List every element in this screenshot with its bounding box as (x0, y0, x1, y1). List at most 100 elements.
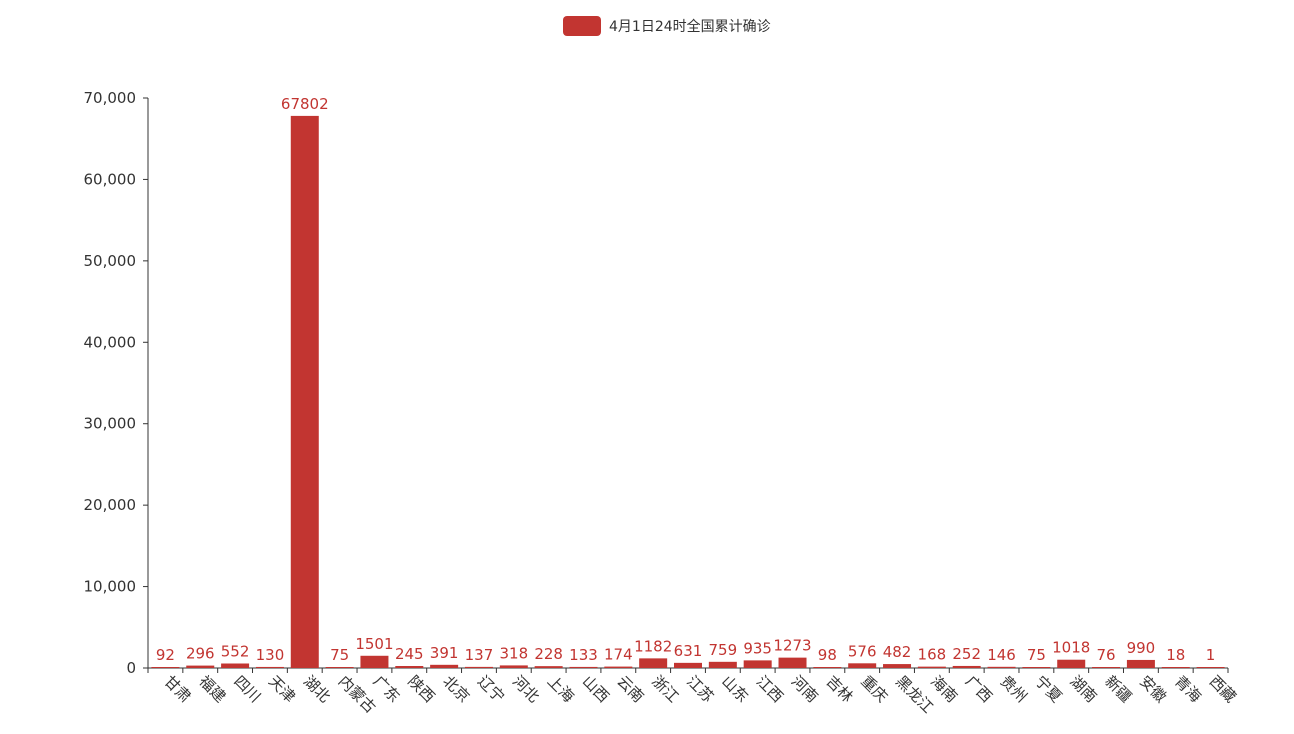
data-label: 92 (156, 646, 175, 664)
x-axis: 甘肃 福建 四川 天津 湖北 内蒙古广东 陕西 北京 辽宁 河北 上海 山西 云南 浙江 江苏 山东 江西 河南吉… (147, 667, 1240, 717)
data-label: 228 (534, 645, 563, 663)
x-category-label: 江西 (753, 672, 787, 706)
bar[interactable] (1022, 667, 1051, 668)
bar[interactable] (325, 667, 354, 668)
data-label: 1501 (355, 635, 393, 653)
data-label: 76 (1097, 646, 1116, 664)
data-label: 296 (186, 645, 215, 663)
x-category-label: 宁夏 (1032, 672, 1066, 706)
bar[interactable] (395, 666, 424, 668)
data-label: 75 (1027, 646, 1046, 664)
bar[interactable] (360, 655, 389, 668)
bar[interactable] (708, 661, 737, 668)
data-label: 130 (256, 646, 285, 664)
x-category-label: 湖南 (1066, 672, 1100, 706)
y-tick-label: 70,000 (84, 89, 137, 107)
y-tick-label: 30,000 (84, 415, 137, 433)
legend-label[interactable]: 4月1日24时全国累计确诊 (609, 18, 771, 35)
bar[interactable] (255, 666, 284, 668)
y-tick-label: 10,000 (84, 578, 137, 596)
x-category-label: 天津 (265, 672, 299, 706)
data-label: 146 (987, 646, 1016, 664)
x-category-label: 山西 (579, 672, 613, 706)
data-label: 576 (848, 642, 877, 660)
data-label: 318 (499, 644, 528, 662)
data-label: 631 (674, 642, 703, 660)
x-category-label: 北京 (439, 672, 473, 706)
x-category-label: 青海 (1171, 672, 1205, 706)
x-category-label: 江苏 (683, 672, 717, 706)
bar[interactable] (674, 662, 702, 668)
x-category-label: 上海 (544, 672, 578, 706)
bar[interactable] (221, 663, 250, 668)
bars (151, 115, 1225, 668)
x-category-label: 山东 (718, 672, 752, 706)
x-category-label: 新疆 (1101, 672, 1135, 706)
x-category-label: 内蒙古 (335, 672, 380, 717)
x-category-label: 河南 (788, 672, 822, 706)
bar[interactable] (883, 664, 912, 668)
bar[interactable] (1057, 659, 1086, 668)
legend[interactable]: 4月1日24时全国累计确诊 (563, 16, 771, 36)
x-category-label: 辽宁 (474, 672, 508, 706)
data-label: 252 (952, 645, 981, 663)
x-category-label: 甘肃 (161, 672, 195, 706)
bar[interactable] (778, 657, 807, 668)
data-label: 1182 (634, 637, 672, 655)
data-label: 133 (569, 646, 598, 664)
bar[interactable] (743, 660, 772, 668)
y-tick-label: 50,000 (84, 252, 137, 270)
data-label: 174 (604, 646, 633, 664)
bar[interactable] (848, 663, 877, 668)
data-label: 245 (395, 645, 424, 663)
x-category-label: 安徽 (1136, 672, 1170, 706)
bar[interactable] (813, 667, 842, 668)
bar[interactable] (464, 666, 493, 668)
x-category-label: 西藏 (1206, 672, 1240, 706)
data-label: 67802 (281, 95, 329, 113)
y-tick-label: 0 (126, 659, 136, 677)
bar[interactable] (1196, 667, 1225, 668)
legend-swatch[interactable] (563, 16, 601, 36)
bar[interactable] (290, 115, 319, 668)
bar[interactable] (534, 666, 563, 668)
bar[interactable] (569, 666, 598, 668)
bar[interactable] (151, 667, 180, 668)
data-label: 482 (883, 643, 912, 661)
bar[interactable] (1161, 667, 1190, 668)
bar[interactable] (952, 665, 981, 668)
y-axis: 0 10,000 20,000 30,000 40,000 50,000 60,000 70,… (84, 89, 149, 677)
bar[interactable] (604, 666, 633, 668)
bar[interactable] (917, 666, 946, 668)
x-category-label: 福建 (195, 672, 229, 706)
data-label: 75 (330, 646, 349, 664)
bar[interactable] (430, 664, 459, 668)
y-tick-label: 60,000 (84, 170, 137, 188)
x-category-label: 吉林 (823, 672, 857, 706)
x-category-label: 黑龙江 (892, 672, 937, 717)
data-label: 990 (1127, 639, 1156, 657)
data-label: 391 (430, 644, 459, 662)
x-category-label: 云南 (613, 672, 647, 706)
x-category-label: 湖北 (300, 672, 334, 706)
x-category-label: 四川 (230, 672, 264, 706)
x-category-label: 广西 (962, 672, 996, 706)
data-label: 1018 (1052, 639, 1090, 657)
bar[interactable] (987, 666, 1016, 668)
data-label: 168 (918, 646, 947, 664)
bar[interactable] (1092, 667, 1121, 668)
x-category-label: 陕西 (404, 672, 438, 706)
bar[interactable] (639, 658, 668, 668)
data-label: 1 (1206, 646, 1216, 664)
x-category-label: 贵州 (997, 672, 1031, 706)
y-tick-label: 20,000 (84, 496, 137, 514)
bar[interactable] (186, 665, 215, 668)
data-label: 1273 (773, 637, 811, 655)
data-label: 137 (465, 646, 494, 664)
x-category-label: 重庆 (857, 672, 891, 706)
bar[interactable] (499, 665, 528, 668)
bar[interactable] (1126, 659, 1155, 668)
